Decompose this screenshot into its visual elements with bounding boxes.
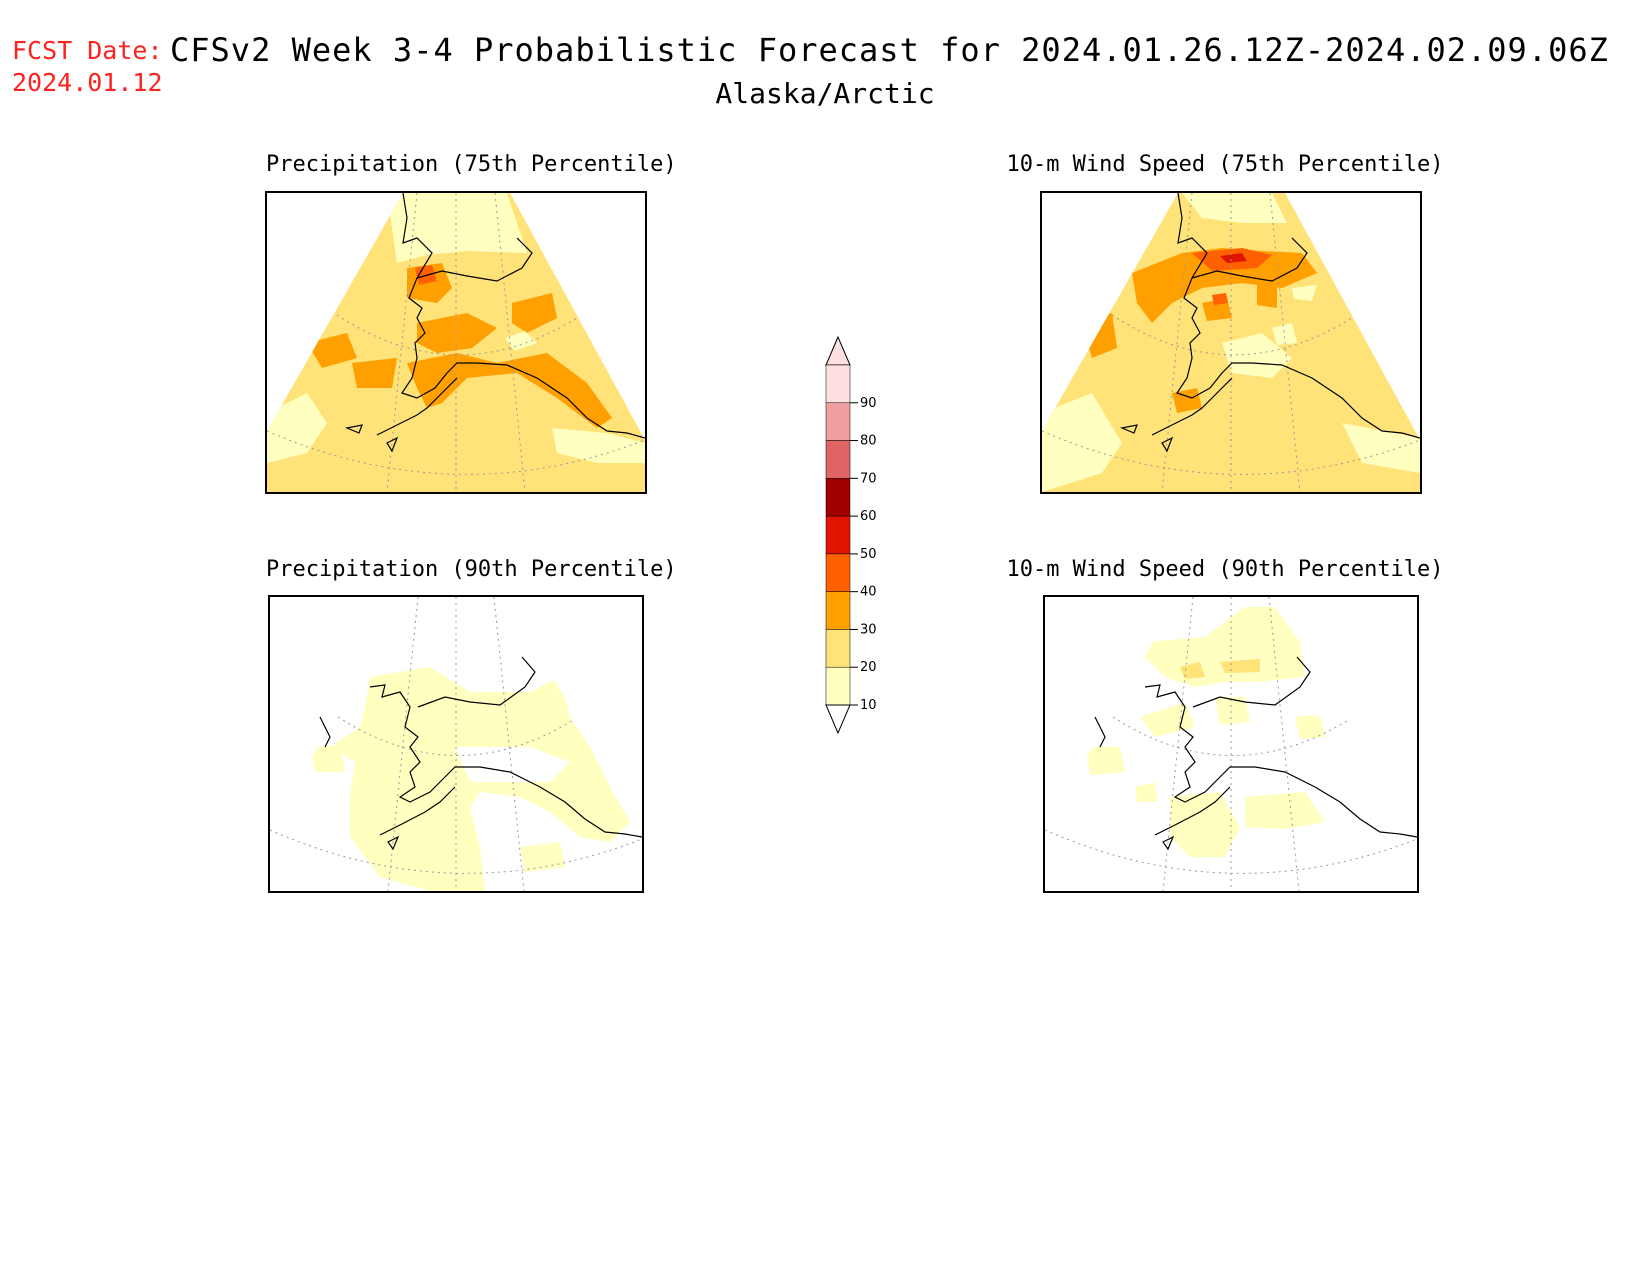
shading-50-60 [1220, 253, 1247, 263]
colorbar-tick-label: 10 [860, 698, 877, 713]
colorbar-swatch-80 [825, 402, 851, 441]
fcst-date-label: FCST Date: [12, 36, 163, 65]
colorbar-swatch-50 [825, 515, 851, 555]
panel-title-precip-90: Precipitation (90th Percentile) [266, 557, 677, 582]
colorbar-swatch-70 [825, 440, 851, 479]
shading-10-20 [1245, 792, 1325, 829]
colorbar-swatch-90 [825, 364, 851, 404]
colorbar-tick-label: 30 [860, 622, 877, 637]
coastline [319, 656, 642, 851]
shading-10-20 [1342, 423, 1420, 473]
coastline [1119, 193, 1420, 453]
shading-10-20 [1182, 193, 1287, 223]
graticule-lines [1045, 597, 1417, 891]
shading-30-40 [1257, 281, 1277, 308]
graticule-lines [270, 597, 642, 891]
colorbar-tick-label: 40 [860, 585, 877, 600]
shading-10-20 [1222, 333, 1292, 378]
shading-20-30 [1220, 659, 1260, 673]
map-precip-75 [265, 191, 647, 494]
graticule-lines [267, 193, 645, 492]
colorbar-tick-label: 80 [860, 434, 877, 449]
shading-10-20 [1272, 323, 1297, 345]
panel-title-precip-75: Precipitation (75th Percentile) [266, 152, 677, 177]
shading-40-50 [1212, 293, 1228, 305]
map-precip-90 [268, 595, 644, 893]
shading-10-20 [1295, 715, 1325, 739]
colorbar-swatch-10 [825, 666, 851, 706]
shading-10-20 [1292, 285, 1317, 301]
no-shading [455, 747, 570, 782]
coastline [344, 193, 645, 453]
colorbar-swatch-30 [825, 591, 851, 630]
shading-10-20 [1085, 747, 1125, 775]
colorbar-tick-label: 70 [860, 471, 877, 486]
page-title: CFSv2 Week 3-4 Probabilistic Forecast fo… [170, 31, 1609, 69]
colorbar-tick-label: 60 [860, 509, 877, 524]
shading-10-20 [310, 745, 345, 772]
colorbar-tick-label: 50 [860, 547, 877, 562]
panel-title-wind-90: 10-m Wind Speed (90th Percentile) [1006, 557, 1444, 582]
shading-30-40 [307, 333, 357, 368]
shading-10-20 [1170, 792, 1240, 857]
panel-title-wind-75: 10-m Wind Speed (75th Percentile) [1006, 152, 1444, 177]
shading-10-20 [552, 428, 645, 463]
shading-10-20 [267, 393, 327, 463]
shading-30-40 [352, 358, 397, 388]
shading-30-40 [1202, 298, 1232, 321]
colorbar-tick-label: 90 [860, 396, 877, 411]
shading-30-40 [1132, 248, 1317, 323]
shading-10-20 [387, 193, 527, 263]
shading-10-20 [1135, 782, 1157, 802]
shading-10-20 [1042, 393, 1122, 492]
colorbar-tick-label: 20 [860, 660, 877, 675]
fcst-date-value: 2024.01.12 [12, 68, 163, 97]
coastline [1094, 656, 1417, 851]
colorbar-swatch-40 [825, 553, 851, 592]
region-subtitle: Alaska/Arctic [715, 77, 935, 110]
shading-30-40 [407, 353, 612, 428]
colorbar-top-arrow [825, 335, 851, 366]
shading-10-20 [520, 842, 565, 872]
colorbar-bottom-arrow [825, 704, 851, 735]
colorbar-swatch-20 [825, 629, 851, 668]
shading-20-30 [1180, 662, 1205, 679]
shading-10-20 [1215, 697, 1250, 725]
graticule-lines [1042, 193, 1420, 492]
map-wind-90 [1043, 595, 1419, 893]
shading-10-20 [505, 331, 537, 351]
shading-30-40 [417, 313, 497, 353]
map-wind-75 [1040, 191, 1422, 494]
shading-30-40 [512, 293, 557, 333]
colorbar-swatch-60 [825, 478, 851, 517]
colorbar-legend: 10 20 30 40 50 60 70 80 90 [818, 335, 908, 735]
